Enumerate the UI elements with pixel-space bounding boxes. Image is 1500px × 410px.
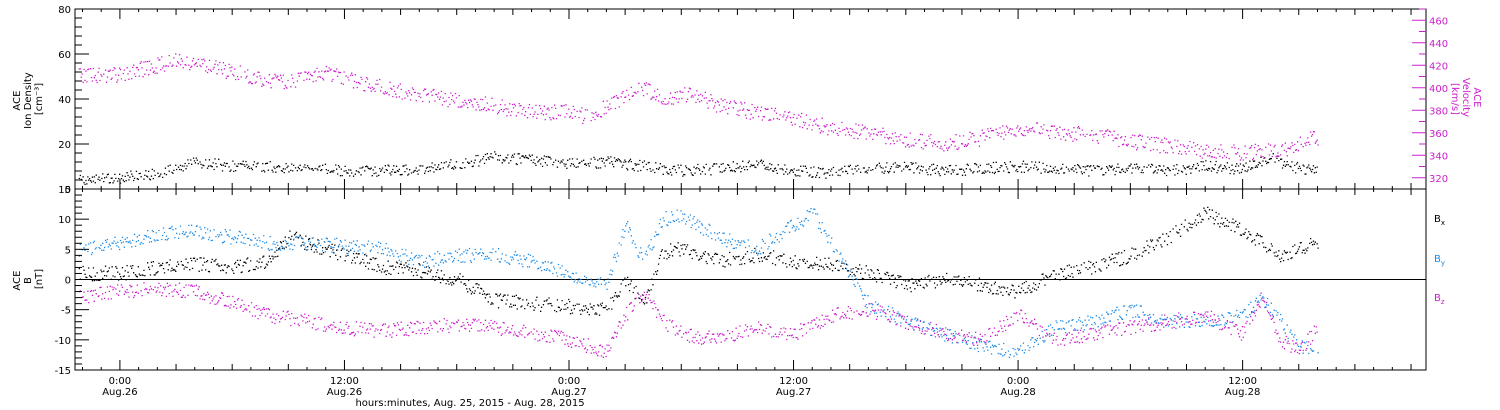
ion-density-tick-label: 40 (58, 95, 71, 106)
velocity-tick-label: 380 (1429, 106, 1448, 117)
ion-density-tick-label: 80 (58, 5, 71, 16)
time-tick-label: 0:00 (558, 376, 580, 387)
velocity-label-line-3: [km/s] (1449, 83, 1460, 115)
plasma-panel: 0 20 40 60 80 320 340 360 380 400 420 440 460 ACE I… (12, 5, 1482, 196)
time-tick-label: 0:00 (109, 376, 131, 387)
date-tick-label: Aug.28 (1000, 387, 1035, 398)
magnetic-field-tick-label: -15 (55, 366, 71, 377)
magnetic-field-tick-label: 15 (58, 185, 71, 196)
velocity-tick-label: 400 (1429, 84, 1448, 95)
magnetic-field-time-ticks (81, 189, 1412, 370)
velocity-label: ACE Velocity [km/s] (1449, 78, 1482, 120)
velocity-tick-label: 440 (1429, 39, 1448, 50)
velocity-tick-label: 460 (1429, 16, 1448, 27)
ion-density-label-line-3: [cm⁻³] (34, 83, 45, 115)
magnetic-field-label-line-2: B (23, 277, 34, 284)
series-by-points (78, 208, 1319, 359)
legend-bx: Bx (1434, 214, 1445, 227)
ion-density-series (78, 151, 1318, 186)
legend-bx-subscript: x (1441, 219, 1445, 227)
series-bz-points (78, 282, 1318, 358)
magnetic-field-tick-label: -10 (55, 336, 71, 347)
legend-by: By (1434, 254, 1445, 267)
ion-density-tick-label: 60 (58, 50, 71, 61)
velocity-tick-label: 320 (1429, 174, 1448, 185)
magnetic-field-axis: -15 -10 -5 0 5 10 15 (55, 185, 89, 377)
legend-by-subscript: y (1441, 259, 1445, 267)
date-tick-label: Aug.26 (102, 387, 137, 398)
velocity-series (78, 53, 1319, 161)
velocity-label-line-1: ACE (1471, 87, 1482, 107)
legend-bz-subscript: z (1441, 298, 1445, 306)
velocity-tick-label: 340 (1429, 151, 1448, 162)
legend-bz-symbol: B (1434, 293, 1441, 304)
time-tick-label: 0:00 (1007, 376, 1029, 387)
ion-density-label-line-1: ACE (12, 91, 23, 111)
velocity-axis: 320 340 360 380 400 420 440 460 (1412, 8, 1448, 190)
ion-density-label-line-2: Ion Density (23, 72, 34, 129)
legend-by-symbol: B (1434, 254, 1441, 265)
plasma-time-ticks (81, 9, 1412, 189)
magnetic-field-label: ACE B [nT] (12, 267, 45, 290)
velocity-tick-label: 420 (1429, 61, 1448, 72)
ion-density-label: ACE Ion Density [cm⁻³] (12, 69, 45, 129)
magnetic-field-tick-label: 5 (65, 245, 71, 256)
magnetic-field-tick-label: 10 (58, 215, 71, 226)
time-tick-label: 12:00 (1228, 376, 1257, 387)
magnetic-field-series (78, 206, 1319, 359)
ion-density-tick-label: 20 (58, 140, 71, 151)
date-tick-label: Aug.28 (1225, 387, 1260, 398)
legend-bz: Bz (1434, 293, 1445, 306)
time-axis-title: hours:minutes, Aug. 25, 2015 - Aug. 28, … (355, 398, 584, 409)
time-tick-label: 12:00 (330, 376, 359, 387)
ion-density-points (78, 151, 1318, 186)
magnetic-field-tick-label: 0 (65, 276, 71, 287)
legend-bx-symbol: B (1434, 214, 1441, 225)
series-bx-points (78, 206, 1319, 316)
velocity-label-line-2: Velocity (1460, 78, 1471, 117)
ion-density-axis: 0 20 40 60 80 (58, 5, 89, 196)
ion-density-tick-label: 0 (65, 185, 71, 196)
date-tick-label: Aug.27 (551, 387, 586, 398)
date-tick-label: Aug.26 (327, 387, 362, 398)
magnetic-field-tick-label: -5 (61, 306, 71, 317)
magnetic-field-label-line-1: ACE (12, 271, 23, 291)
date-tick-label: Aug.27 (776, 387, 811, 398)
magnetic-field-label-line-3: [nT] (34, 269, 45, 289)
plasma-panel-frame (74, 8, 1427, 190)
time-axis-labels: 0:00Aug.2612:00Aug.260:00Aug.2712:00Aug.… (102, 376, 1260, 398)
time-tick-label: 12:00 (779, 376, 808, 387)
velocity-tick-label: 360 (1429, 129, 1448, 140)
velocity-points (78, 53, 1319, 161)
